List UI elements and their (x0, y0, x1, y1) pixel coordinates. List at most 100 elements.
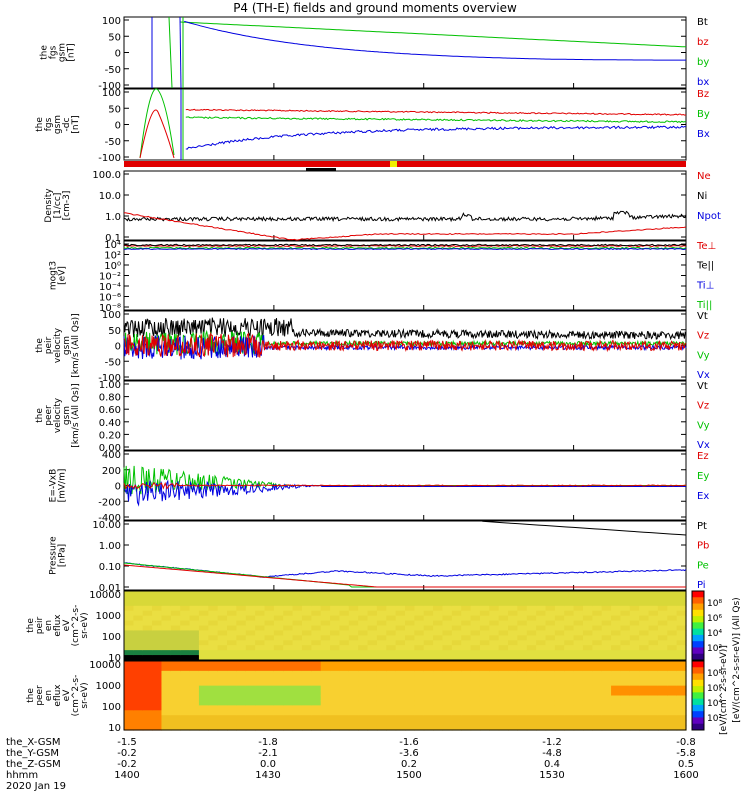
spectrogram-cell (592, 685, 603, 692)
spectrogram-cell (283, 605, 294, 612)
spectrogram-cell (461, 680, 472, 687)
spectrogram-cell (395, 715, 406, 721)
spectrogram-cell (508, 680, 518, 687)
spectrogram-cell (629, 600, 640, 607)
spectrogram-cell (367, 591, 378, 597)
spectrogram-cell (451, 605, 462, 612)
spectrogram-cell (348, 645, 359, 651)
y-tick-label: 10⁻⁴ (99, 282, 121, 293)
spectrogram-cell (180, 655, 191, 661)
colorbar-tick-label: 10⁶ (707, 614, 722, 624)
spectrogram-cell (311, 615, 322, 622)
spectrogram-cell (648, 705, 659, 711)
spectrogram-cell (264, 725, 275, 731)
spectrogram-cell (386, 630, 397, 636)
spectrogram-cell (301, 620, 312, 627)
spectrogram-cell (152, 605, 163, 612)
spectrogram-cell (264, 635, 275, 641)
spectrogram-cell (301, 591, 312, 597)
x-tick-label: 0.2 (401, 759, 417, 770)
spectrogram-cell (526, 640, 537, 646)
spectrogram-cell (264, 655, 275, 661)
spectrogram-cell (255, 710, 266, 716)
spectrogram-cell (189, 600, 200, 607)
spectrogram-cell (414, 640, 425, 646)
spectrogram-cell (292, 655, 303, 661)
spectrogram-cell (245, 690, 256, 697)
spectrogram-cell (227, 595, 237, 602)
spectrogram-cell (170, 655, 181, 661)
spectrogram-cell (395, 650, 406, 656)
y-tick-label: 50 (108, 326, 121, 337)
spectrogram-cell (629, 690, 640, 697)
spectrogram-cell (245, 625, 256, 632)
spectrogram-cell (217, 635, 228, 641)
spectrogram-cell (648, 725, 659, 731)
spectrogram-cell (470, 661, 481, 667)
spectrogram-cell (517, 635, 528, 641)
spectrogram-cell (414, 695, 425, 702)
spectrogram-cell (273, 665, 284, 672)
spectrogram-cell (667, 655, 678, 661)
spectrogram-cell (180, 680, 191, 687)
spectrogram-cell (517, 675, 528, 682)
spectrogram-cell (180, 645, 191, 651)
spectrogram-cell (564, 605, 575, 612)
spectrogram-cell (339, 610, 350, 617)
spectrogram-cell (433, 725, 444, 731)
spectrogram-cell (629, 655, 640, 661)
spectrogram-cell (358, 605, 369, 612)
spectrogram-cell (395, 630, 406, 636)
x-tick-label: -3.6 (399, 748, 419, 759)
spectrogram-cell (657, 605, 668, 612)
spectrogram-cell (124, 615, 134, 622)
y-tick-label: -50 (105, 357, 121, 368)
spectrogram-cell (301, 675, 312, 682)
y-tick-label: 0 (115, 482, 121, 493)
colorbar-band (692, 634, 704, 642)
x-tick-label: -0.2 (117, 759, 137, 770)
spectrogram-cell (161, 665, 172, 672)
spectrogram-cell (245, 665, 256, 672)
spectrogram-cell (489, 705, 500, 711)
spectrogram-cell (592, 600, 603, 607)
spectrogram-cell (479, 690, 490, 697)
y-tick-label: -100 (98, 153, 121, 164)
spectrogram-cell (517, 695, 528, 702)
spectrogram-cell (124, 675, 134, 682)
spectrogram-cell (629, 625, 640, 632)
spectrogram-cell (198, 695, 209, 702)
spectrogram-cell (414, 710, 425, 716)
spectrogram-cell (405, 705, 415, 711)
spectrogram-cell (592, 695, 603, 702)
spectrogram-cell (142, 670, 153, 677)
spectrogram-cell (545, 685, 556, 692)
spectrogram-cell (433, 610, 444, 617)
spectrogram-cell (339, 710, 350, 716)
spectrogram-cell (667, 675, 678, 682)
spectrogram-cell (667, 725, 678, 731)
spectrogram-cell (208, 650, 219, 656)
spectrogram-cell (592, 605, 603, 612)
colorbar-band (692, 622, 704, 630)
spectrogram-cell (348, 650, 359, 656)
spectrogram-cell (405, 670, 415, 677)
series-te-perp (124, 244, 687, 248)
spectrogram-cell (573, 635, 584, 641)
spectrogram-cell (479, 715, 490, 721)
y-tick-label: 10 (108, 653, 121, 664)
spectrogram-cell (292, 640, 303, 646)
spectrogram-cell (433, 595, 444, 602)
spectrogram-cell (676, 591, 687, 597)
spectrogram-cell (470, 600, 481, 607)
spectrogram-cell (414, 725, 425, 731)
spectrogram-cell (236, 665, 247, 672)
spectrogram-cell (264, 605, 275, 612)
spectrogram-cell (442, 615, 453, 622)
y-axis-label: [nPa] (58, 544, 68, 567)
spectrogram-cell (564, 685, 575, 692)
spectrogram-cell (657, 635, 668, 641)
spectrogram-cell (611, 715, 622, 721)
spectrogram-cell (142, 630, 153, 636)
spectrogram-cell (161, 690, 172, 697)
